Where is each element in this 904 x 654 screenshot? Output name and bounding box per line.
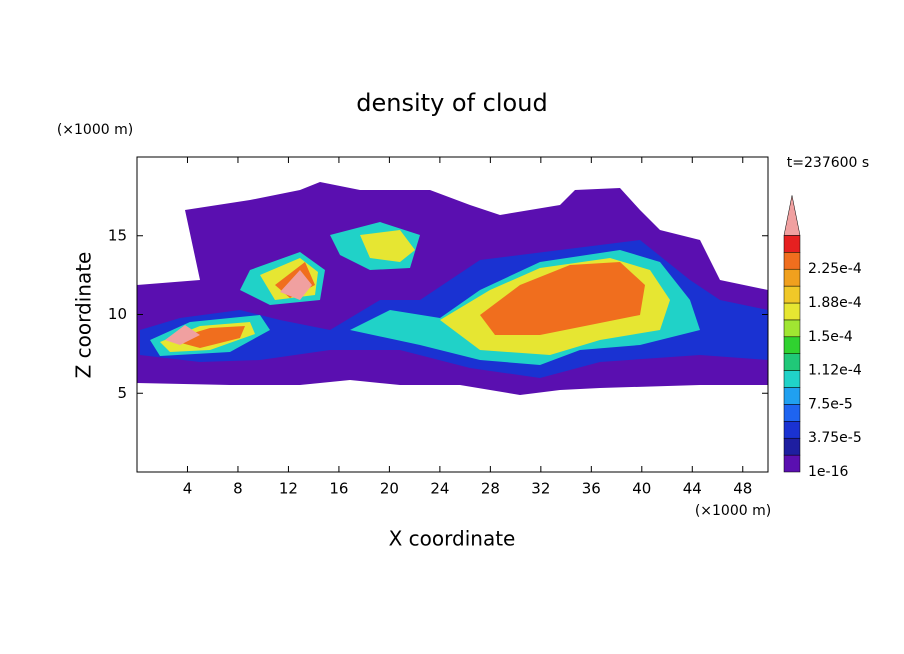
colorbar-box	[783, 454, 801, 473]
colorbar-label: 7.5e-5	[808, 396, 853, 412]
cloud-region	[165, 270, 312, 345]
x-tick-label: 8	[233, 480, 243, 498]
x-tick-label: 24	[430, 480, 449, 498]
x-tick-label: 20	[380, 480, 399, 498]
colorbar-box	[783, 302, 801, 321]
y-unit: (×1000 m)	[57, 122, 133, 138]
x-tick-label: 40	[632, 480, 651, 498]
x-tick-label: 44	[683, 480, 702, 498]
colorbar-box	[783, 268, 801, 287]
colorbar-label: 2.25e-4	[808, 261, 862, 277]
colorbar-box	[783, 370, 801, 388]
x-axis-label: X coordinate	[389, 527, 516, 551]
y-axis-label: Z coordinate	[72, 252, 96, 379]
colorbar-box	[783, 336, 801, 354]
contour-field	[137, 182, 768, 395]
x-tick-label: 32	[531, 480, 550, 498]
x-tick-label: 16	[329, 480, 348, 498]
y-tick-label: 15	[108, 226, 127, 244]
x-tick-label: 12	[279, 480, 298, 498]
x-tick-label: 36	[582, 480, 601, 498]
colorbar-label: 3.75e-5	[808, 430, 862, 446]
annotation: t=237600 s	[787, 155, 869, 171]
colorbar-box	[783, 387, 801, 405]
colorbar-box	[783, 421, 801, 439]
colorbar-extend	[783, 195, 801, 236]
x-tick-label: 4	[183, 480, 193, 498]
x-tick-label: 48	[733, 480, 752, 498]
y-tick-label: 10	[108, 305, 127, 323]
colorbar-box	[783, 285, 801, 304]
colorbar-box	[783, 252, 801, 270]
x-tick-label: 28	[481, 480, 500, 498]
colorbar-box	[783, 404, 801, 422]
colorbar-box	[783, 235, 801, 253]
chart-title: density of cloud	[356, 89, 547, 117]
colorbar-label: 1.88e-4	[808, 295, 862, 311]
y-tick-label: 5	[117, 384, 127, 402]
colorbar-box	[783, 437, 801, 456]
colorbar-label: 1.5e-4	[808, 329, 853, 345]
x-unit: (×1000 m)	[695, 503, 771, 519]
colorbar-box	[783, 353, 801, 371]
colorbar-label: 1e-16	[808, 464, 848, 480]
colorbar-label: 1.12e-4	[808, 363, 862, 379]
colorbar-box	[783, 319, 801, 338]
